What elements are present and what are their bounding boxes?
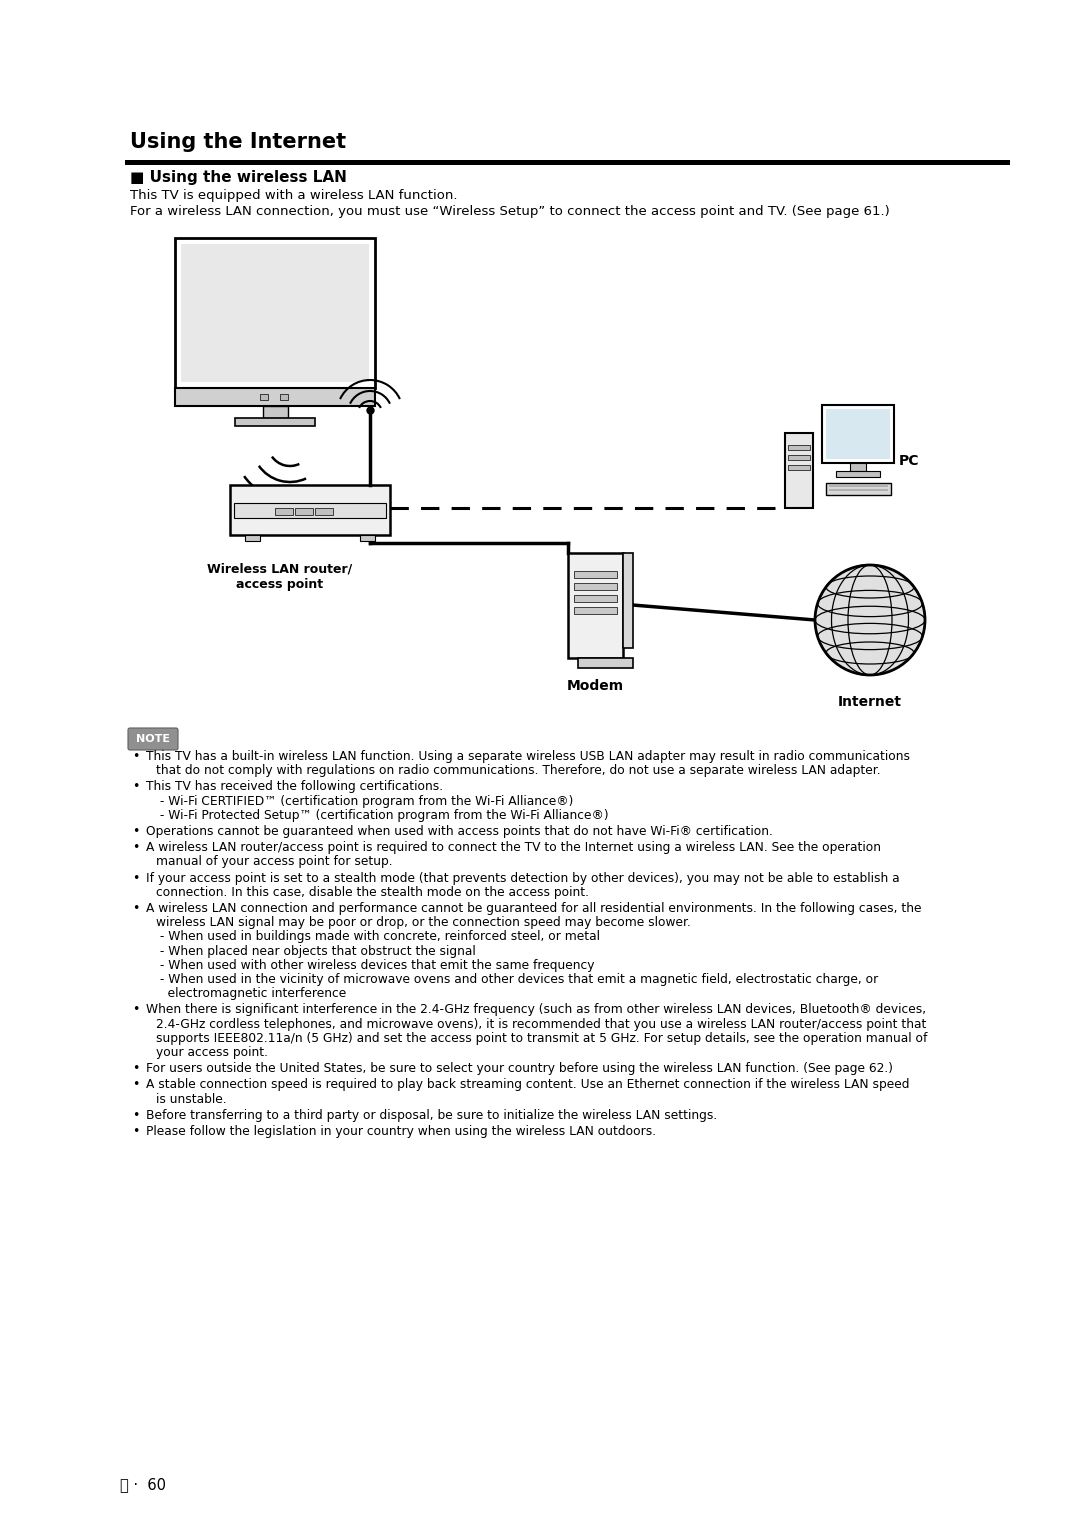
Bar — [828, 489, 888, 492]
Text: is unstable.: is unstable. — [156, 1093, 227, 1106]
Bar — [573, 571, 617, 577]
Bar — [245, 534, 260, 541]
Text: •: • — [132, 1125, 139, 1138]
Text: This TV is equipped with a wireless LAN function.: This TV is equipped with a wireless LAN … — [130, 189, 458, 202]
Text: •: • — [132, 780, 139, 794]
Text: •: • — [132, 825, 139, 838]
Bar — [175, 238, 375, 388]
Text: Before transferring to a third party or disposal, be sure to initialize the wire: Before transferring to a third party or … — [146, 1109, 717, 1122]
FancyBboxPatch shape — [129, 728, 178, 750]
Text: wireless LAN signal may be poor or drop, or the connection speed may become slow: wireless LAN signal may be poor or drop,… — [156, 916, 691, 930]
Bar — [262, 406, 287, 418]
Bar — [315, 508, 333, 515]
Text: Using the Internet: Using the Internet — [130, 131, 346, 153]
Bar — [785, 432, 813, 507]
Text: - When used with other wireless devices that emit the same frequency: - When used with other wireless devices … — [156, 959, 594, 971]
Circle shape — [815, 565, 924, 675]
Bar — [295, 508, 313, 515]
Bar — [788, 464, 810, 469]
Bar — [573, 582, 617, 589]
Bar — [836, 470, 880, 476]
Bar — [175, 388, 375, 406]
Text: ■ Using the wireless LAN: ■ Using the wireless LAN — [130, 169, 347, 185]
Text: •: • — [132, 1109, 139, 1122]
Text: connection. In this case, disable the stealth mode on the access point.: connection. In this case, disable the st… — [156, 886, 589, 899]
Bar — [822, 405, 894, 463]
Text: •: • — [132, 750, 139, 764]
Bar — [235, 418, 315, 426]
Text: that do not comply with regulations on radio communications. Therefore, do not u: that do not comply with regulations on r… — [156, 764, 880, 777]
Bar — [260, 394, 268, 400]
Text: - When used in buildings made with concrete, reinforced steel, or metal: - When used in buildings made with concr… — [156, 930, 600, 944]
Bar — [850, 463, 866, 470]
Bar — [234, 502, 386, 518]
Bar — [125, 160, 1010, 165]
Bar — [573, 606, 617, 614]
Bar — [275, 508, 293, 515]
Text: •: • — [132, 902, 139, 915]
Text: supports IEEE802.11a/n (5 GHz) and set the access point to transmit at 5 GHz. Fo: supports IEEE802.11a/n (5 GHz) and set t… — [156, 1032, 928, 1044]
Bar — [360, 534, 375, 541]
Text: A stable connection speed is required to play back streaming content. Use an Eth: A stable connection speed is required to… — [146, 1078, 909, 1092]
Bar — [825, 483, 891, 495]
Text: Operations cannot be guaranteed when used with access points that do not have Wi: Operations cannot be guaranteed when use… — [146, 825, 773, 838]
Text: NOTE: NOTE — [136, 734, 170, 744]
Bar — [788, 455, 810, 460]
Bar — [280, 394, 288, 400]
Text: A wireless LAN connection and performance cannot be guaranteed for all residenti: A wireless LAN connection and performanc… — [146, 902, 921, 915]
Text: •: • — [132, 1003, 139, 1017]
Text: manual of your access point for setup.: manual of your access point for setup. — [156, 855, 393, 869]
Text: - Wi-Fi Protected Setup™ (certification program from the Wi-Fi Alliance®): - Wi-Fi Protected Setup™ (certification … — [156, 809, 609, 822]
Text: This TV has received the following certifications.: This TV has received the following certi… — [146, 780, 443, 794]
Bar — [181, 244, 369, 382]
Bar — [826, 409, 890, 460]
Text: •: • — [132, 1078, 139, 1092]
Text: For users outside the United States, be sure to select your country before using: For users outside the United States, be … — [146, 1063, 893, 1075]
Text: For a wireless LAN connection, you must use “Wireless Setup” to connect the acce: For a wireless LAN connection, you must … — [130, 205, 890, 218]
Bar — [230, 486, 390, 534]
Text: - Wi-Fi CERTIFIED™ (certification program from the Wi-Fi Alliance®): - Wi-Fi CERTIFIED™ (certification progra… — [156, 794, 573, 808]
Bar — [788, 444, 810, 449]
Text: When there is significant interference in the 2.4-GHz frequency (such as from ot: When there is significant interference i… — [146, 1003, 927, 1017]
Text: If your access point is set to a stealth mode (that prevents detection by other : If your access point is set to a stealth… — [146, 872, 900, 884]
Text: ⓔ ·  60: ⓔ · 60 — [120, 1477, 166, 1492]
Text: your access point.: your access point. — [156, 1046, 268, 1060]
Bar — [567, 553, 622, 658]
Text: •: • — [132, 1063, 139, 1075]
Text: A wireless LAN router/access point is required to connect the TV to the Internet: A wireless LAN router/access point is re… — [146, 841, 881, 854]
Text: electromagnetic interference: electromagnetic interference — [156, 986, 347, 1000]
Text: 2.4-GHz cordless telephones, and microwave ovens), it is recommended that you us: 2.4-GHz cordless telephones, and microwa… — [156, 1017, 927, 1031]
Text: - When used in the vicinity of microwave ovens and other devices that emit a mag: - When used in the vicinity of microwave… — [156, 973, 878, 986]
Text: Wireless LAN router/
access point: Wireless LAN router/ access point — [207, 563, 353, 591]
Bar — [622, 553, 633, 647]
Text: Internet: Internet — [838, 695, 902, 709]
Text: This TV has a built-in wireless LAN function. Using a separate wireless USB LAN : This TV has a built-in wireless LAN func… — [146, 750, 910, 764]
Bar — [828, 486, 888, 487]
Text: Modem: Modem — [566, 680, 623, 693]
Text: •: • — [132, 872, 139, 884]
Text: •: • — [132, 841, 139, 854]
Bar — [578, 658, 633, 667]
Text: - When placed near objects that obstruct the signal: - When placed near objects that obstruct… — [156, 945, 476, 957]
Text: Please follow the legislation in your country when using the wireless LAN outdoo: Please follow the legislation in your co… — [146, 1125, 657, 1138]
Text: PC: PC — [899, 454, 919, 467]
Bar — [573, 594, 617, 602]
